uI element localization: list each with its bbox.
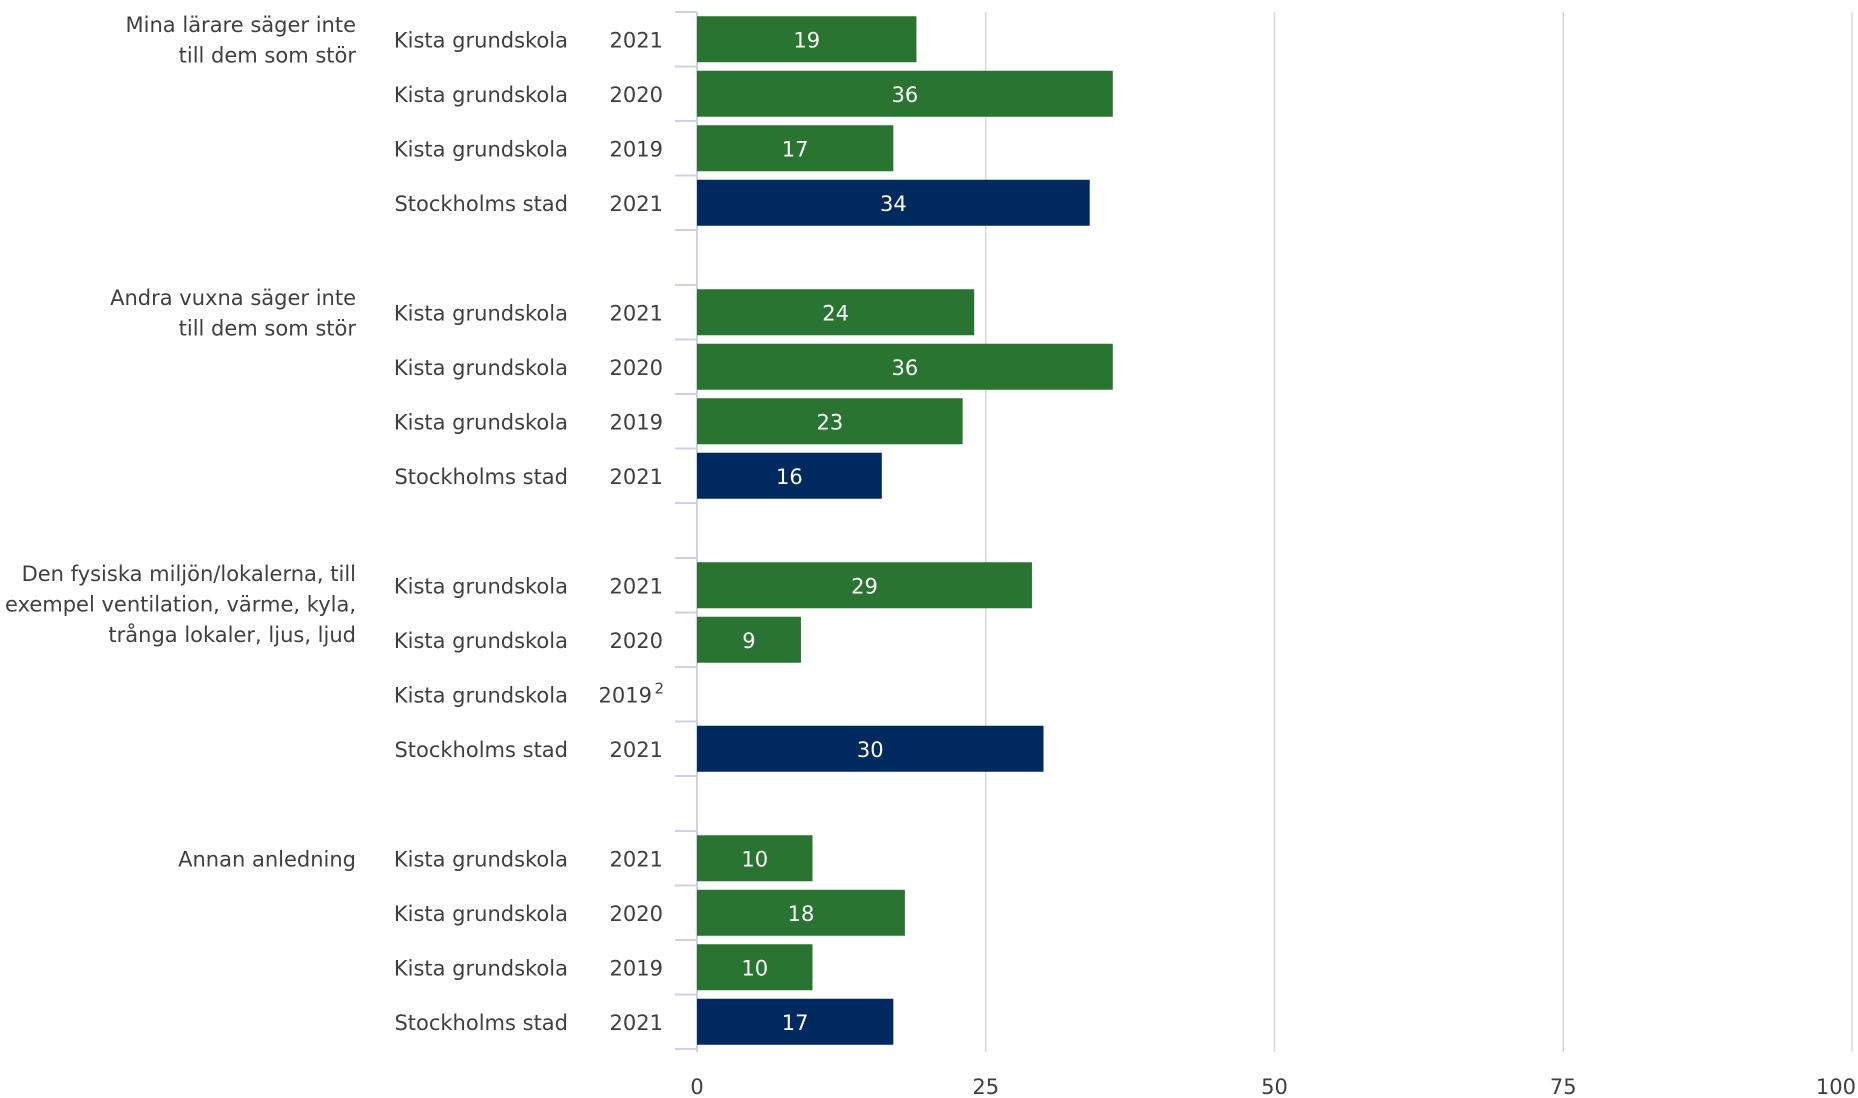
data-label: 10 — [741, 956, 768, 980]
bar — [697, 398, 963, 445]
year-label: 2019 — [610, 410, 663, 434]
year-label: 2021 — [610, 738, 663, 762]
year-label: 2021 — [610, 301, 663, 325]
group-label: Den fysiska miljön/lokalerna, till — [22, 562, 356, 586]
unit-label: Stockholms stad — [394, 1011, 568, 1035]
bar — [697, 835, 813, 882]
unit-label: Kista grundskola — [394, 574, 568, 598]
data-label: 29 — [851, 574, 878, 598]
x-tick-label: 50 — [1261, 1075, 1288, 1098]
year-label: 2020 — [610, 356, 663, 380]
unit-label: Kista grundskola — [394, 356, 568, 380]
year-label: 2020 — [610, 629, 663, 653]
group-label: trånga lokaler, ljus, ljud — [108, 622, 356, 647]
unit-label: Kista grundskola — [394, 301, 568, 325]
bars: 19 36 17 34 24 36 23 16 29 9 30 10 18 10 17 — [697, 16, 1113, 1045]
bar — [697, 179, 1090, 226]
unit-label: Stockholms stad — [394, 465, 568, 489]
unit-label: Kista grundskola — [394, 410, 568, 434]
bar — [697, 562, 1032, 609]
year-label: 2019 — [610, 137, 663, 161]
data-label: 9 — [742, 629, 755, 653]
unit-label: Kista grundskola — [394, 683, 568, 707]
category-labels: Mina lärare säger inte till dem som stör K… — [5, 13, 664, 1035]
bar — [697, 944, 813, 991]
unit-label: Kista grundskola — [394, 629, 568, 653]
x-axis-ticks: 0 25 50 75 100 — [690, 1075, 1856, 1098]
bar — [697, 998, 894, 1045]
unit-label: Kista grundskola — [394, 902, 568, 926]
data-label: 16 — [776, 465, 803, 489]
data-label: 10 — [741, 847, 768, 871]
year-label: 2021 — [610, 574, 663, 598]
data-label: 17 — [782, 137, 809, 161]
data-label: 23 — [816, 410, 843, 434]
group-label: Andra vuxna säger inte — [110, 286, 356, 310]
unit-label: Kista grundskola — [394, 956, 568, 980]
year-label: 2020 — [610, 902, 663, 926]
bar — [697, 289, 975, 336]
year-label: 2021 — [610, 1011, 663, 1035]
year-label: 2021 — [610, 192, 663, 216]
bar — [697, 725, 1044, 772]
year-label: 2021 — [610, 847, 663, 871]
group-label: till dem som stör — [179, 317, 357, 341]
data-label: 24 — [822, 301, 849, 325]
data-label: 17 — [782, 1011, 809, 1035]
bar — [697, 16, 917, 63]
group-label: Annan anledning — [178, 847, 356, 871]
gridlines — [985, 12, 1853, 1052]
bar — [697, 125, 894, 172]
year-label: 2020 — [610, 83, 663, 107]
year-label: 2019 — [610, 956, 663, 980]
bar — [697, 616, 801, 663]
footnote-marker: 2 — [654, 679, 664, 697]
group-label: till dem som stör — [179, 44, 357, 68]
unit-label: Stockholms stad — [394, 192, 568, 216]
x-tick-label: 0 — [690, 1075, 703, 1098]
group-label: Mina lärare säger inte — [126, 13, 356, 37]
data-label: 34 — [880, 192, 907, 216]
year-label: 2021 — [610, 28, 663, 52]
x-tick-label: 75 — [1550, 1075, 1577, 1098]
bar — [697, 889, 905, 936]
group-label: exempel ventilation, värme, kyla, — [5, 593, 356, 617]
unit-label: Kista grundskola — [394, 83, 568, 107]
unit-label: Kista grundskola — [394, 28, 568, 52]
unit-label: Stockholms stad — [394, 738, 568, 762]
bar — [697, 452, 882, 499]
data-label: 18 — [788, 902, 815, 926]
unit-label: Kista grundskola — [394, 847, 568, 871]
y-axis — [675, 11, 698, 1052]
data-label: 36 — [892, 83, 919, 107]
unit-label: Kista grundskola — [394, 137, 568, 161]
x-tick-label: 25 — [972, 1075, 999, 1098]
bar — [697, 343, 1113, 390]
year-label: 2021 — [610, 465, 663, 489]
bar — [697, 70, 1113, 117]
data-label: 19 — [793, 28, 820, 52]
data-label: 36 — [892, 356, 919, 380]
data-label: 30 — [857, 738, 884, 762]
x-tick-label: 100 — [1816, 1075, 1856, 1098]
year-label: 2019 — [599, 683, 652, 707]
